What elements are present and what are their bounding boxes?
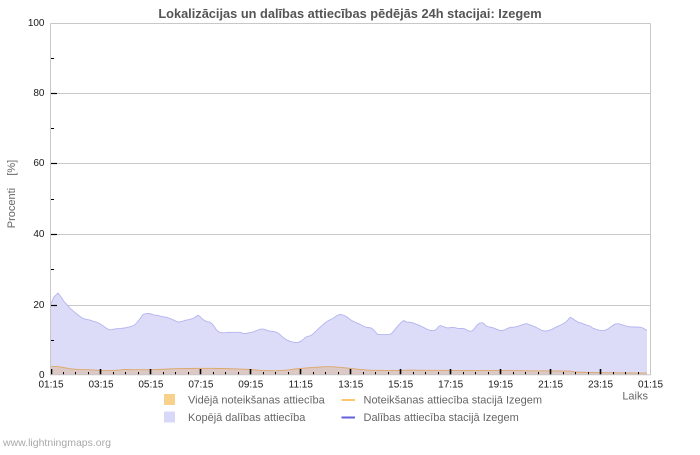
svg-text:09:15: 09:15 — [238, 380, 263, 391]
svg-text:Lokalizācijas un dalības attie: Lokalizācijas un dalības attiecības pēdē… — [158, 6, 541, 21]
svg-text:21:15: 21:15 — [538, 380, 563, 391]
svg-text:100: 100 — [28, 18, 45, 29]
svg-text:0: 0 — [39, 370, 45, 381]
svg-text:05:15: 05:15 — [138, 380, 163, 391]
svg-text:07:15: 07:15 — [188, 380, 213, 391]
svg-text:Noteikšanas attiecība stacijā: Noteikšanas attiecība stacijā Izegem — [364, 395, 543, 407]
svg-text:Procenti [%]: Procenti [%] — [6, 160, 18, 228]
svg-text:80: 80 — [33, 88, 45, 99]
svg-text:01:15: 01:15 — [638, 380, 663, 391]
svg-text:20: 20 — [33, 300, 45, 311]
svg-text:15:15: 15:15 — [388, 380, 413, 391]
svg-text:www.lightningmaps.org: www.lightningmaps.org — [2, 437, 111, 449]
svg-text:60: 60 — [33, 158, 45, 169]
svg-text:Dalības attiecība stacijā Izeg: Dalības attiecība stacijā Izegem — [364, 412, 519, 424]
svg-text:Kopējā dalības attiecība: Kopējā dalības attiecība — [188, 412, 306, 424]
svg-text:11:15: 11:15 — [289, 380, 314, 391]
svg-text:01:15: 01:15 — [38, 380, 63, 391]
svg-text:40: 40 — [33, 229, 45, 240]
svg-text:17:15: 17:15 — [438, 380, 463, 391]
svg-text:Vidējā noteikšanas attiecība: Vidējā noteikšanas attiecība — [188, 395, 326, 407]
svg-text:13:15: 13:15 — [338, 380, 363, 391]
svg-text:Laiks: Laiks — [622, 391, 648, 403]
svg-text:23:15: 23:15 — [588, 380, 613, 391]
svg-text:03:15: 03:15 — [88, 380, 113, 391]
svg-text:19:15: 19:15 — [488, 380, 513, 391]
